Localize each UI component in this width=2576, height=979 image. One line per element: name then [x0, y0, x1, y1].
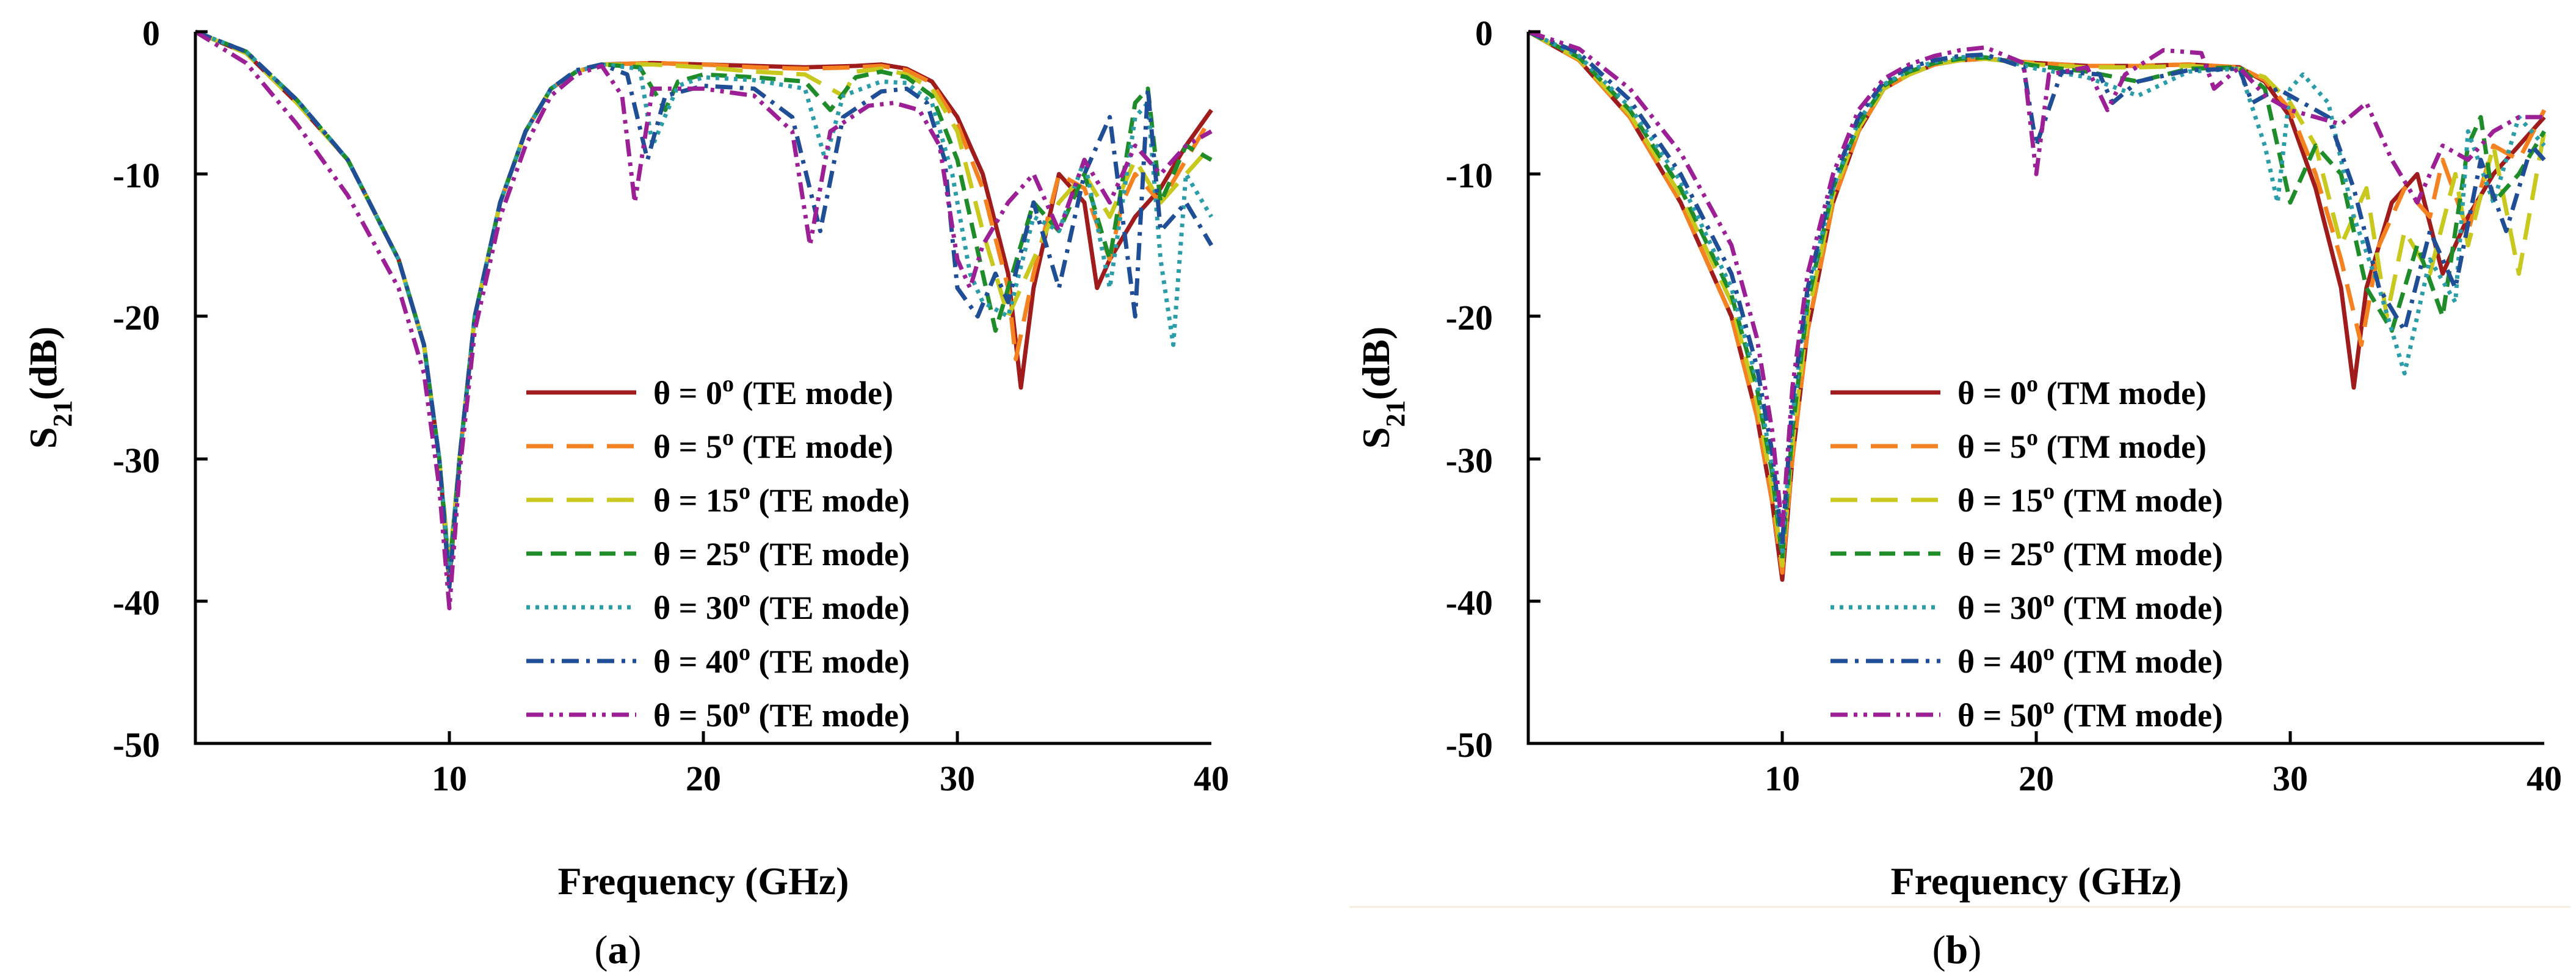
- panel-a-ytick-label: -40: [113, 583, 160, 623]
- panel-b-axes: [1526, 32, 2544, 745]
- panel-a-y-ticks: 0 -10 -20 -30 -40 -50: [113, 13, 208, 765]
- panel-b-legend-label-3: θ = 25o (TM mode): [1957, 532, 2223, 573]
- panel-b-series-lines: [1527, 29, 2547, 582]
- panel-a-x-ticks: 10 20 30 40: [432, 731, 1229, 798]
- panel-b: 0 -10 -20 -30 -40 -50 10 20 30 40 Freque…: [1349, 13, 2571, 972]
- panel-a: 0 -10 -20 -30 -40 -50 10 20 30 40 Freque…: [21, 13, 1229, 972]
- panel-b-xtick-label: 10: [1765, 759, 1800, 798]
- panel-a-series-line-2: [194, 29, 1213, 568]
- panel-b-y-ticks: 0 -10 -20 -30 -40 -50: [1446, 13, 1540, 765]
- panel-a-caption: (a): [595, 928, 642, 972]
- panel-b-legend-label-0: θ = 0o (TM mode): [1957, 371, 2207, 411]
- panel-a-ytick-label: -30: [113, 441, 160, 480]
- panel-a-ytick-label: -10: [113, 156, 160, 195]
- panel-a-ytick-label: -20: [113, 298, 160, 338]
- panel-a-series-line-6: [194, 30, 1213, 610]
- panel-b-xtick-label: 40: [2527, 759, 2562, 798]
- panel-b-series-line-5: [1527, 29, 2546, 546]
- panel-a-xtick-label: 10: [432, 759, 467, 798]
- panel-b-ytick-label: -30: [1446, 441, 1493, 480]
- panel-a-xtick-label: 30: [940, 759, 975, 798]
- panel-a-legend-label-0: θ = 0o (TE mode): [653, 371, 893, 411]
- panel-b-ytick-label: -50: [1446, 725, 1493, 765]
- panel-a-ytick-label: 0: [142, 13, 160, 53]
- panel-b-legend: θ = 0o (TM mode) θ = 5o (TM mode) θ = 15o …: [1830, 371, 2223, 734]
- panel-a-legend-label-4: θ = 30o (TE mode): [653, 586, 910, 626]
- panel-b-legend-label-2: θ = 15o (TM mode): [1957, 479, 2223, 519]
- panel-b-series-line-6: [1527, 29, 2544, 532]
- panel-a-xtick-label: 20: [686, 759, 721, 798]
- panel-a-legend-label-2: θ = 15o (TE mode): [653, 479, 910, 519]
- panel-b-xtick-label: 20: [2019, 759, 2054, 798]
- panel-a-ytick-label: -50: [113, 725, 160, 765]
- panel-b-ytick-label: -40: [1446, 583, 1493, 623]
- panel-a-xtick-label: 40: [1194, 759, 1229, 798]
- panel-a-axes: [194, 32, 1211, 745]
- panel-b-ytick-label: -20: [1446, 298, 1493, 338]
- panel-b-ytick-label: -10: [1446, 156, 1493, 195]
- panel-a-legend-label-6: θ = 50o (TE mode): [653, 693, 910, 734]
- panel-b-legend-label-1: θ = 5o (TM mode): [1957, 425, 2207, 465]
- panel-b-ytick-label: 0: [1475, 13, 1493, 53]
- panel-b-x-ticks: 10 20 30 40: [1765, 731, 2562, 798]
- panel-b-legend-label-5: θ = 40o (TM mode): [1957, 640, 2223, 680]
- panel-a-legend-label-3: θ = 25o (TE mode): [653, 532, 910, 573]
- panel-b-xtick-label: 30: [2273, 759, 2308, 798]
- panel-a-legend: θ = 0o (TE mode) θ = 5o (TE mode) θ = 15o …: [526, 371, 910, 734]
- panel-a-series-line-3: [194, 29, 1213, 575]
- panel-b-x-axis-label: Frequency (GHz): [1891, 859, 2182, 903]
- panel-a-series-lines: [194, 29, 1214, 610]
- panel-a-series-line-4: [194, 29, 1214, 575]
- panel-a-legend-label-1: θ = 5o (TE mode): [653, 425, 893, 465]
- panel-b-legend-label-4: θ = 30o (TM mode): [1957, 586, 2223, 626]
- panel-a-x-axis-label: Frequency (GHz): [558, 859, 849, 903]
- panel-b-caption: (b): [1932, 928, 1982, 972]
- panel-b-legend-label-6: θ = 50o (TM mode): [1957, 693, 2223, 734]
- panel-a-legend-label-5: θ = 40o (TE mode): [653, 640, 910, 680]
